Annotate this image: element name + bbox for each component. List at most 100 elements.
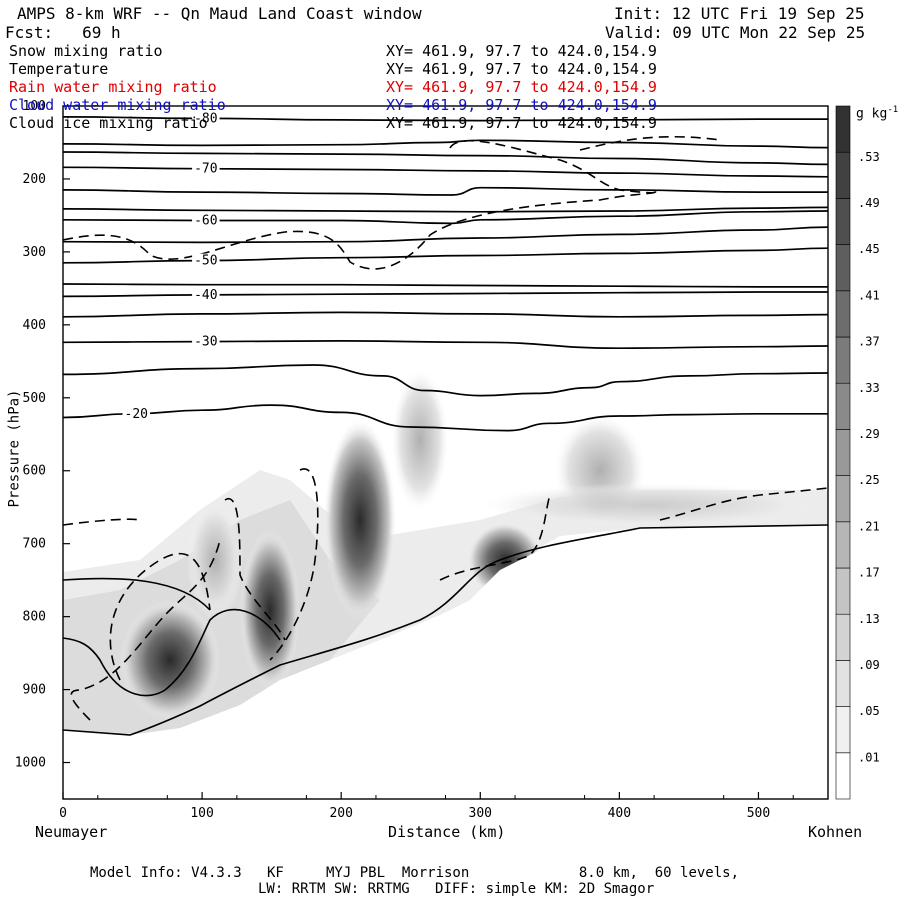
x-end-right-label: Kohnen [808,823,863,841]
snow-max-middle [240,530,300,690]
colorbar-swatch-5 [835,521,851,569]
model-info: Model Info: V4.3.3 KF MYJ PBL Morrison 8… [90,865,740,881]
field-name-0: Snow mixing ratio [9,42,163,60]
temp-label-0: -80 [194,111,217,126]
colorbar-swatch-8 [835,382,851,430]
temp-contour-8 [63,247,828,264]
cloud-ice-contours [63,135,828,721]
colorbar-label-11: .45 [858,242,880,256]
y-tick-label-5: 600 [23,464,46,479]
snow-outline-contours [63,524,828,736]
colorbar: .01 .05 .09 .13 .17 .21 .25 .29 .33 .37 .41 .45 .49.… [835,105,880,800]
field-xy-0: XY= 461.9, 97.7 to 424.0,154.9 [386,42,657,60]
colorbar-label-9: .37 [858,335,880,349]
temp-label-bg-10 [192,287,220,303]
temp-label-10: -40 [194,288,217,303]
colorbar-label-3: .13 [858,612,880,626]
temperature-contours [63,116,828,432]
colorbar-swatch-6 [835,475,851,523]
y-axis: 100 200 300 400 500 600 700 800 900 1000 [15,99,70,771]
x-tick-label-1: 100 [190,806,213,821]
temp-contour-13 [63,364,828,397]
temp-contour-1 [63,139,828,149]
temp-contour-9 [63,283,828,288]
field-name-3: Cloud water mixing ratio [9,96,226,114]
temp-contour-5 [63,206,828,213]
snow-mixing-shading [63,370,828,792]
model-physics: LW: RRTM SW: RRTMG DIFF: simple KM: 2D S… [258,881,655,897]
y-tick-label-4: 500 [23,391,46,406]
y-tick-label-3: 400 [23,318,46,333]
y-tick-label-9: 1000 [15,756,46,771]
temp-contour-12 [63,340,828,350]
colorbar-label-5: .21 [858,519,880,533]
colorbar-label-8: .33 [858,381,880,395]
temp-label-6: -60 [194,214,217,229]
x-tick-label-4: 400 [608,806,631,821]
temp-contour-14 [63,404,828,432]
y-tick-label-1: 200 [23,172,46,187]
colorbar-swatch-10 [835,290,851,338]
colorbar-label-13: .53 [858,150,880,164]
colorbar-swatch-14 [835,105,851,153]
colorbar-swatch-9 [835,336,851,384]
x-tick-label-5: 500 [747,806,770,821]
colorbar-swatch-12 [835,198,851,245]
temp-label-bg-0 [192,111,220,127]
y-tick-label-6: 700 [23,537,46,552]
colorbar-swatch-7 [835,429,851,476]
colorbar-swatch-4 [835,567,851,615]
x-tick-label-0: 0 [59,806,67,821]
y-tick-label-0: 100 [23,99,46,114]
field-xy-1: XY= 461.9, 97.7 to 424.0,154.9 [386,60,657,78]
temp-contour-11 [63,311,828,318]
x-tick-label-2: 200 [329,806,352,821]
temp-label-14: -20 [125,407,148,422]
temp-label-bg-6 [192,213,220,229]
x-tick-label-3: 300 [469,806,492,821]
colorbar-swatch-0 [835,752,851,800]
colorbar-swatch-3 [835,613,851,661]
colorbar-label-2: .09 [858,658,880,672]
colorbar-label-0: .01 [858,750,880,764]
colorbar-label-1: .05 [858,704,880,718]
colorbar-swatch-11 [835,244,851,292]
temp-contour-3 [63,166,828,178]
x-axis-label: Distance (km) [388,823,506,841]
colorbar-swatch-2 [835,660,851,707]
temp-label-bg-3 [192,161,220,177]
temp-label-bg-12 [192,334,220,350]
y-tick-label-2: 300 [23,245,46,260]
colorbar-swatch-1 [835,706,851,754]
temp-contour-4 [63,186,828,196]
temp-contour-6 [63,210,828,225]
field-name-2: Rain water mixing ratio [9,78,217,96]
temp-label-bg-14 [122,406,151,422]
chart-title: AMPS 8-km WRF -- Qn Maud Land Coast wind… [17,4,422,23]
colorbar-swatch-13 [835,151,851,199]
temp-contour-2 [63,151,828,166]
colorbar-label-6: .25 [858,473,880,487]
colorbar-label-4: .17 [858,566,880,580]
snow-max-upper [324,420,396,620]
colorbar-label-10: .41 [858,288,880,302]
valid-time: Valid: 09 UTC Mon 22 Sep 25 [605,23,866,42]
forecast-hour: Fcst: 69 h [5,23,121,42]
field-name-4: Cloud ice mixing ratio [9,114,208,132]
colorbar-unit: g kg-1 [856,105,899,122]
colorbar-label-12: .49 [858,196,880,210]
temp-contour-7 [63,226,828,244]
colorbar-label-7: .29 [858,427,880,441]
temperature-contour-labels: -80 -70 -60 -50 -40 -30 -20 [122,111,220,422]
temp-label-8: -50 [194,254,217,269]
temp-label-3: -70 [194,162,217,177]
temp-contour-10 [63,291,828,298]
field-xy-2: XY= 461.9, 97.7 to 424.0,154.9 [386,78,657,96]
field-name-1: Temperature [9,60,109,78]
snow-max-lower [120,600,220,720]
init-time: Init: 12 UTC Fri 19 Sep 25 [614,4,865,23]
x-end-left-label: Neumayer [35,823,108,841]
temp-label-bg-8 [192,253,220,269]
field-xy-3: XY= 461.9, 97.7 to 424.0,154.9 [386,96,657,114]
field-xy-4: XY= 461.9, 97.7 to 424.0,154.9 [386,114,657,132]
